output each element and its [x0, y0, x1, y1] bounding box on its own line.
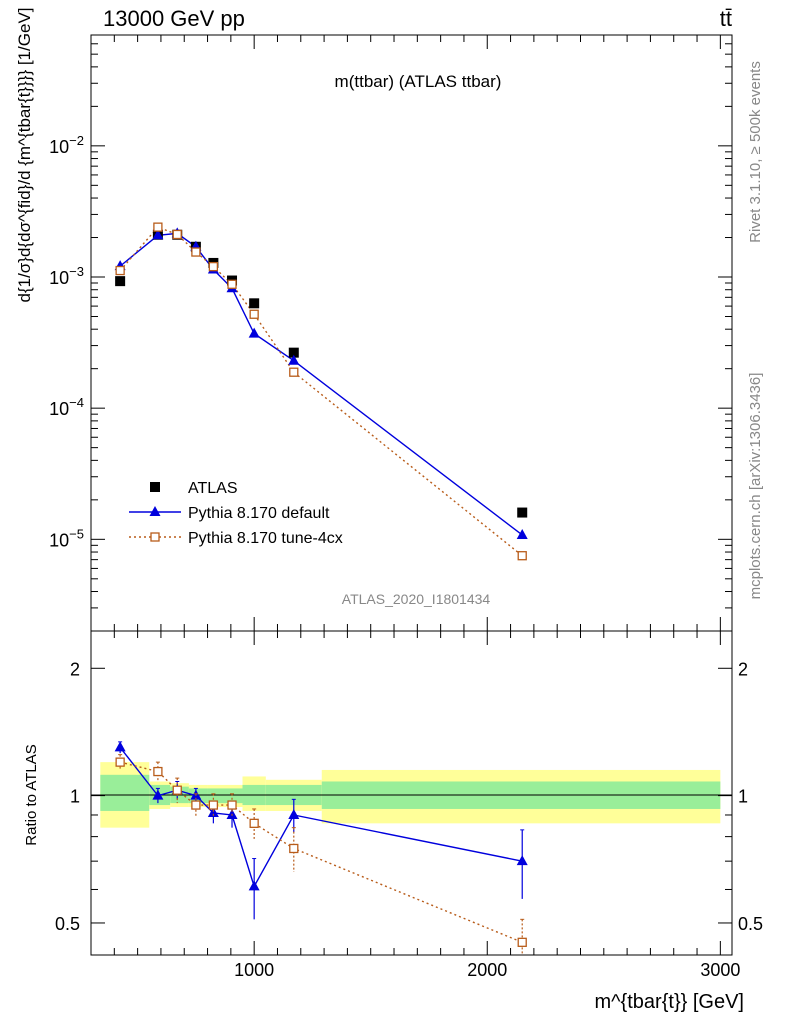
- legend-atlas-marker: [150, 482, 160, 492]
- ratio-pythia-8-170-default-point: [207, 806, 219, 817]
- main-y-tick-label: 10−3: [49, 264, 84, 288]
- pythia-8-170-tune-4cx-point: [191, 247, 201, 257]
- mcplots-label: mcplots.cern.ch [arXiv:1306.3436]: [747, 373, 764, 600]
- ratio-pythia-8-170-default-point: [516, 855, 528, 866]
- ratio-pythia-8-170-tune-4cx-point: [153, 766, 163, 777]
- header-right-label: tt̄: [720, 6, 732, 31]
- pythia-8-170-default-point: [152, 229, 164, 240]
- pythia-8-170-tune-4cx-point: [517, 551, 527, 561]
- ratio-pythia-8-170-tune-4cx-point: [191, 800, 201, 810]
- ratio-inner-band: [207, 788, 243, 804]
- ratio-y-tick-label-right: 1: [738, 787, 748, 807]
- ratio-frame: [90, 630, 733, 956]
- analysis-watermark: ATLAS_2020_I1801434: [342, 591, 491, 607]
- pythia-8-170-tune-4cx-point: [289, 367, 299, 377]
- pythia-8-170-tune-4cx-point: [249, 309, 259, 319]
- ratio-y-tick-label-left: 1: [70, 787, 80, 807]
- ratio-pythia-8-170-tune-4cx-point: [289, 843, 299, 854]
- ratio-pythia-8-170-default-point: [114, 741, 126, 752]
- pythia-8-170-tune-4cx-point: [172, 229, 182, 240]
- rivet-version-label: Rivet 3.1.10, ≥ 500k events: [747, 61, 764, 243]
- main-title: m(ttbar) (ATLAS ttbar): [335, 72, 502, 91]
- pythia-8-170-default-point: [248, 327, 260, 338]
- ratio-pythia-8-170-tune-4cx-point: [172, 785, 182, 795]
- ratio-pythia-8-170-tune-4cx-point: [115, 757, 125, 767]
- x-axis-label: m^{tbar{t}} [GeV]: [595, 991, 744, 1013]
- atlas-point: [288, 347, 299, 358]
- ratio-panel: 0.5 0.5 1 1 2 2 1000 2000 3000 Ratio to ATLAS m^…: [23, 630, 763, 1013]
- main-panel: 10−210−310−410−5 m(ttbar) (ATLAS ttbar) …: [15, 7, 733, 632]
- pythia-8-170-tune-4cx-point: [115, 265, 125, 276]
- atlas-point: [517, 507, 528, 518]
- ratio-pythia-8-170-tune-4cx-point: [517, 937, 527, 947]
- pythia-8-170-tune-4cx-point: [153, 222, 163, 232]
- ratio-y-tick-label-right: 2: [738, 659, 748, 679]
- ratio-pythia-8-170-default-point: [288, 808, 300, 819]
- legend-pythia-8-170-default-marker: [149, 506, 161, 516]
- main-y-tick-label: 10−5: [49, 526, 84, 550]
- legend: ATLAS Pythia 8.170 default Pythia 8.170 tu…: [129, 480, 343, 547]
- atlas-point: [249, 298, 260, 309]
- legend-atlas-label: ATLAS: [188, 480, 238, 497]
- ratio-inner-band: [100, 774, 150, 811]
- header-left-label: 13000 GeV pp: [103, 6, 245, 31]
- ratio-pythia-8-170-default-point: [248, 880, 260, 891]
- x-tick-label: 3000: [700, 960, 740, 980]
- ratio-y-tick-label-right: 0.5: [738, 914, 763, 934]
- ratio-pythia-8-170-tune-4cx-point: [227, 800, 237, 810]
- pythia-8-170-tune-4cx-point: [227, 279, 237, 289]
- main-y-tick-label: 10−2: [49, 133, 84, 157]
- pythia-8-170-default-line: [119, 232, 523, 536]
- ratio-y-axis-label: Ratio to ATLAS: [23, 744, 40, 845]
- ratio-y-tick-label-left: 0.5: [55, 914, 80, 934]
- main-y-axis-label: d{1/σ}d{dσ^{fid}/d {m^{tbar{t}}}} [1/GeV…: [15, 7, 34, 302]
- legend-pythia-8-170-tune-4cx-label: Pythia 8.170 tune-4cx: [188, 530, 343, 547]
- x-tick-label: 2000: [467, 960, 507, 980]
- ratio-y-tick-label-left: 2: [70, 659, 80, 679]
- ratio-pythia-8-170-tune-4cx-line: [119, 761, 523, 943]
- atlas-point: [115, 276, 126, 287]
- ratio-pythia-8-170-tune-4cx-point: [208, 800, 219, 810]
- pythia-8-170-default-point: [516, 528, 528, 539]
- x-tick-label: 1000: [234, 960, 274, 980]
- legend-pythia-8-170-tune-4cx-marker: [150, 532, 160, 542]
- ratio-pythia-8-170-default-point: [152, 789, 164, 800]
- pythia-8-170-default-point: [288, 354, 300, 365]
- pythia-8-170-tune-4cx-point: [208, 261, 219, 272]
- legend-pythia-8-170-default-label: Pythia 8.170 default: [188, 505, 330, 522]
- ratio-pythia-8-170-tune-4cx-point: [249, 818, 259, 828]
- main-y-tick-label: 10−4: [49, 395, 84, 419]
